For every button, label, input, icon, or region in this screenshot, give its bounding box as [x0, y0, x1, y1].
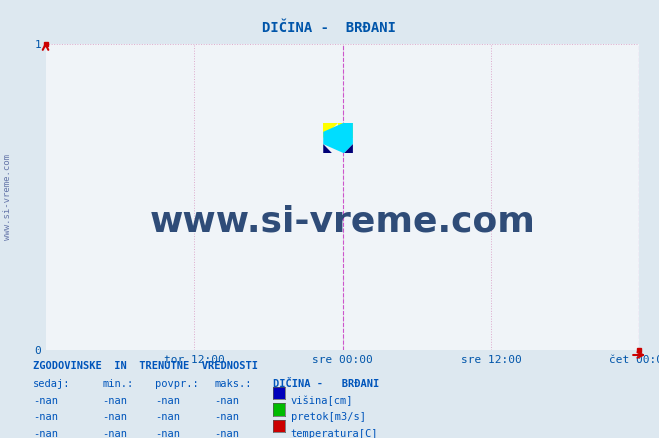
Text: maks.:: maks.:: [214, 379, 252, 389]
Text: sedaj:: sedaj:: [33, 379, 71, 389]
Text: -nan: -nan: [155, 412, 180, 422]
Polygon shape: [324, 144, 332, 153]
Text: povpr.:: povpr.:: [155, 379, 198, 389]
Text: -nan: -nan: [102, 412, 127, 422]
Text: -nan: -nan: [33, 429, 58, 438]
Text: -nan: -nan: [214, 429, 239, 438]
Text: -nan: -nan: [214, 396, 239, 406]
Text: -nan: -nan: [155, 396, 180, 406]
Text: DIČINA -   BRĐANI: DIČINA - BRĐANI: [273, 379, 380, 389]
Polygon shape: [324, 144, 353, 153]
Text: www.si-vreme.com: www.si-vreme.com: [3, 154, 13, 240]
Text: pretok[m3/s]: pretok[m3/s]: [291, 412, 366, 422]
Polygon shape: [324, 123, 353, 153]
Text: www.si-vreme.com: www.si-vreme.com: [150, 205, 536, 239]
Text: višina[cm]: višina[cm]: [291, 396, 353, 406]
Text: min.:: min.:: [102, 379, 133, 389]
Text: -nan: -nan: [155, 429, 180, 438]
Text: -nan: -nan: [102, 429, 127, 438]
Polygon shape: [338, 123, 353, 138]
Text: -nan: -nan: [214, 412, 239, 422]
Polygon shape: [324, 123, 338, 138]
Text: temperatura[C]: temperatura[C]: [291, 429, 378, 438]
Text: -nan: -nan: [102, 396, 127, 406]
Text: -nan: -nan: [33, 412, 58, 422]
Text: -nan: -nan: [33, 396, 58, 406]
Text: ZGODOVINSKE  IN  TRENUTNE  VREDNOSTI: ZGODOVINSKE IN TRENUTNE VREDNOSTI: [33, 361, 258, 371]
Text: DIČINA -  BRĐANI: DIČINA - BRĐANI: [262, 21, 397, 35]
